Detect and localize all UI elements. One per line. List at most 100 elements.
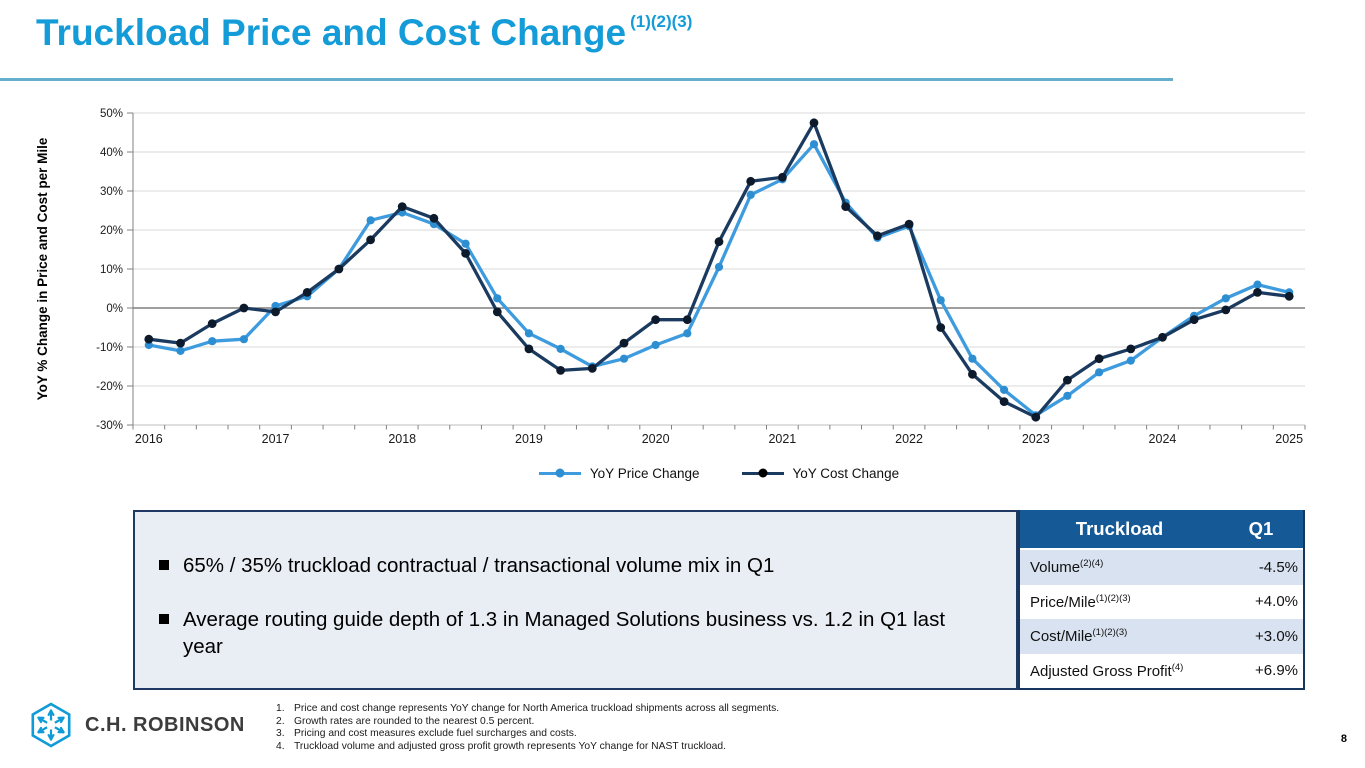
y-tick-label: -30% xyxy=(96,420,123,432)
cost-point xyxy=(397,202,407,211)
x-tick-label: 2020 xyxy=(642,432,670,446)
cost-point xyxy=(841,202,851,211)
price-point xyxy=(936,296,945,305)
title-footnote-refs: (1)(2)(3) xyxy=(630,12,693,31)
x-tick-label: 2025 xyxy=(1275,432,1303,446)
x-tick-label: 2024 xyxy=(1149,432,1177,446)
cost-point xyxy=(271,307,280,317)
footnotes: Price and cost change represents YoY cha… xyxy=(276,703,856,753)
cost-point xyxy=(176,338,185,348)
price-point xyxy=(366,216,375,225)
cost-point xyxy=(682,315,692,325)
cost-point xyxy=(556,366,565,375)
x-tick-label: 2021 xyxy=(768,432,796,446)
hexagon-arrows-icon xyxy=(31,702,71,748)
cost-point xyxy=(778,172,787,182)
footnote-item: Pricing and cost measures exclude fuel s… xyxy=(294,728,577,740)
price-point xyxy=(1095,368,1104,377)
cost-point xyxy=(207,319,217,328)
row-value: +4.0% xyxy=(1255,593,1298,611)
price-point xyxy=(1000,385,1009,394)
cost-point xyxy=(366,235,375,245)
row-label: Volume(2)(4) xyxy=(1030,558,1104,577)
price-point xyxy=(461,239,470,248)
cost-point xyxy=(746,176,756,186)
y-tick-label: -20% xyxy=(96,381,123,393)
x-tick-label: 2022 xyxy=(895,432,923,446)
x-tick-label: 2019 xyxy=(515,432,543,446)
row-label: Cost/Mile(1)(2)(3) xyxy=(1030,627,1128,646)
price-point xyxy=(1221,294,1230,303)
bullet-item: 65% / 35% truckload contractual / transa… xyxy=(159,552,956,580)
page-title-text: Truckload Price and Cost Change xyxy=(36,12,627,53)
legend-label-price: YoY Price Change xyxy=(589,466,700,481)
price-point xyxy=(683,329,692,338)
y-tick-label: 20% xyxy=(100,225,123,237)
cost-point xyxy=(524,344,534,354)
cost-point xyxy=(1284,291,1294,301)
price-point xyxy=(746,190,755,199)
chart-legend: YoY Price Change YoY Cost Change xyxy=(133,466,1305,481)
cost-point xyxy=(1189,315,1199,325)
cost-point xyxy=(239,303,249,313)
page-number: 8 xyxy=(1340,733,1347,745)
cost-line-swatch-icon xyxy=(741,468,784,478)
table-row-volume: Volume(2)(4) -4.5% xyxy=(1020,550,1303,585)
y-tick-label: 50% xyxy=(100,108,123,120)
cost-point xyxy=(587,364,597,373)
cost-marker-icon xyxy=(758,468,767,478)
price-point xyxy=(524,329,534,338)
table-header-row: Truckload Q1 xyxy=(1020,510,1303,550)
row-value: +3.0% xyxy=(1255,627,1298,645)
y-tick-label: 30% xyxy=(100,186,123,198)
line-chart: 50% 40% 30% 20% 10% 0% -10% -20% -30% 2016 2017 201… xyxy=(0,90,1365,462)
table-row-adjusted-gross-profit: Adjusted Gross Profit(4) +6.9% xyxy=(1020,653,1303,688)
cost-point xyxy=(651,315,660,325)
bullet-square-icon xyxy=(159,560,169,570)
cost-point xyxy=(968,369,977,379)
cost-point xyxy=(492,307,502,317)
table-row-cost-mile: Cost/Mile(1)(2)(3) +3.0% xyxy=(1020,619,1303,654)
price-line xyxy=(147,142,1291,417)
x-tick-label: 2018 xyxy=(388,432,416,446)
title-underline xyxy=(0,78,1173,81)
x-tick-label: 2017 xyxy=(262,432,290,446)
ch-robinson-logo: C.H. ROBINSON xyxy=(28,700,245,750)
price-point xyxy=(619,354,629,363)
legend-item-cost: YoY Cost Change xyxy=(741,466,899,481)
cost-point xyxy=(714,237,724,247)
footnote-item: Price and cost change represents YoY cha… xyxy=(294,703,780,714)
price-point xyxy=(968,354,977,363)
footnote-item: Truckload volume and adjusted gross prof… xyxy=(294,740,726,752)
row-value: +6.9% xyxy=(1255,662,1298,680)
y-tick-label: -10% xyxy=(96,342,123,354)
page-title: Truckload Price and Cost Change (1)(2)(3) xyxy=(36,12,692,54)
cost-point xyxy=(144,334,154,344)
cost-point xyxy=(461,249,470,258)
bullet-text: 65% / 35% truckload contractual / transa… xyxy=(183,554,775,577)
price-point xyxy=(1063,391,1072,400)
cost-point xyxy=(302,288,312,297)
table-header-q1: Q1 xyxy=(1248,518,1274,539)
price-point xyxy=(1126,356,1135,365)
callout-box: 65% / 35% truckload contractual / transa… xyxy=(133,510,1018,690)
cost-point xyxy=(1126,344,1136,354)
bullet-text: Average routing guide depth of 1.3 in Ma… xyxy=(183,607,946,659)
y-tick-label: 10% xyxy=(100,264,123,276)
cost-point xyxy=(1063,375,1072,385)
price-point xyxy=(556,344,565,353)
legend-item-price: YoY Price Change xyxy=(538,466,700,481)
bullet-item: Average routing guide depth of 1.3 in Ma… xyxy=(159,606,956,661)
price-point xyxy=(493,294,502,303)
cost-point xyxy=(1158,332,1167,342)
price-point xyxy=(651,340,660,350)
table-row-price-mile: Price/Mile(1)(2)(3) +4.0% xyxy=(1020,584,1303,619)
cost-point xyxy=(1253,288,1262,297)
cost-point xyxy=(1031,412,1041,422)
bullet-square-icon xyxy=(159,613,169,624)
price-line-swatch-icon xyxy=(538,468,581,478)
y-tick-label: 40% xyxy=(100,147,123,159)
x-tick-label: 2023 xyxy=(1022,432,1050,446)
cost-point xyxy=(904,219,914,229)
price-point xyxy=(239,335,248,344)
